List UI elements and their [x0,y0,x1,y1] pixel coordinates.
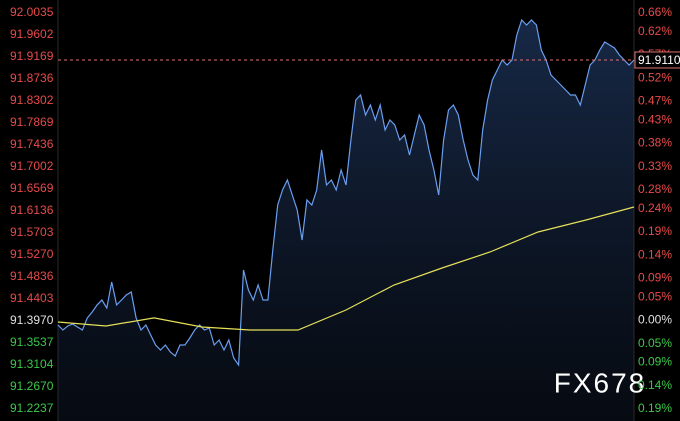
y2-tick-label: 0.09% [638,355,672,369]
y-tick-label: 91.7436 [10,137,54,151]
y2-tick-label: 0.62% [638,24,672,38]
y2-tick-label: 0.33% [638,159,672,173]
y2-tick-label: 0.00% [638,313,672,327]
y2-tick-label: 0.24% [638,201,672,215]
y-tick-label: 91.4836 [10,269,54,283]
y2-tick-label: 0.14% [638,378,672,392]
y-tick-label: 91.9169 [10,49,54,63]
y2-tick-label: 0.28% [638,182,672,196]
current-price-box [634,51,680,69]
y-tick-label: 91.7869 [10,115,54,129]
y-tick-label: 91.7002 [10,159,54,173]
y2-tick-label: 0.05% [638,336,672,350]
y-tick-label: 91.3970 [10,313,54,327]
moving-average-line [57,206,635,331]
y2-tick-label: 0.14% [638,247,672,261]
price-line [57,18,635,367]
y2-tick-label: 0.19% [638,224,672,238]
y-tick-label: 91.9602 [10,27,54,41]
y2-tick-label: 0.38% [638,136,672,150]
y-tick-label: 91.8736 [10,71,54,85]
current-price-label: 91.9110 [638,53,680,67]
y-tick-label: 91.3537 [10,335,54,349]
watermark: FX678 [554,367,647,398]
y-tick-label: 91.5703 [10,225,54,239]
price-area [58,20,634,421]
y-tick-label: 92.0035 [10,5,54,19]
y2-tick-label: 0.47% [638,94,672,108]
y-tick-label: 91.6136 [10,203,54,217]
y-tick-label: 91.3104 [10,357,54,371]
y2-tick-label: 0.05% [638,289,672,303]
y-tick-label: 91.2670 [10,379,54,393]
y2-tick-label: 0.52% [638,70,672,84]
y2-tick-label: 0.66% [638,5,672,19]
y-tick-label: 91.5270 [10,247,54,261]
y2-tick-label: 0.43% [638,112,672,126]
y-tick-label: 91.8302 [10,93,54,107]
y-tick-label: 91.6569 [10,181,54,195]
y-tick-label: 91.2237 [10,401,54,415]
y2-tick-label: 0.19% [638,401,672,415]
y-tick-label: 91.4403 [10,291,54,305]
y2-tick-label: 0.09% [638,271,672,285]
